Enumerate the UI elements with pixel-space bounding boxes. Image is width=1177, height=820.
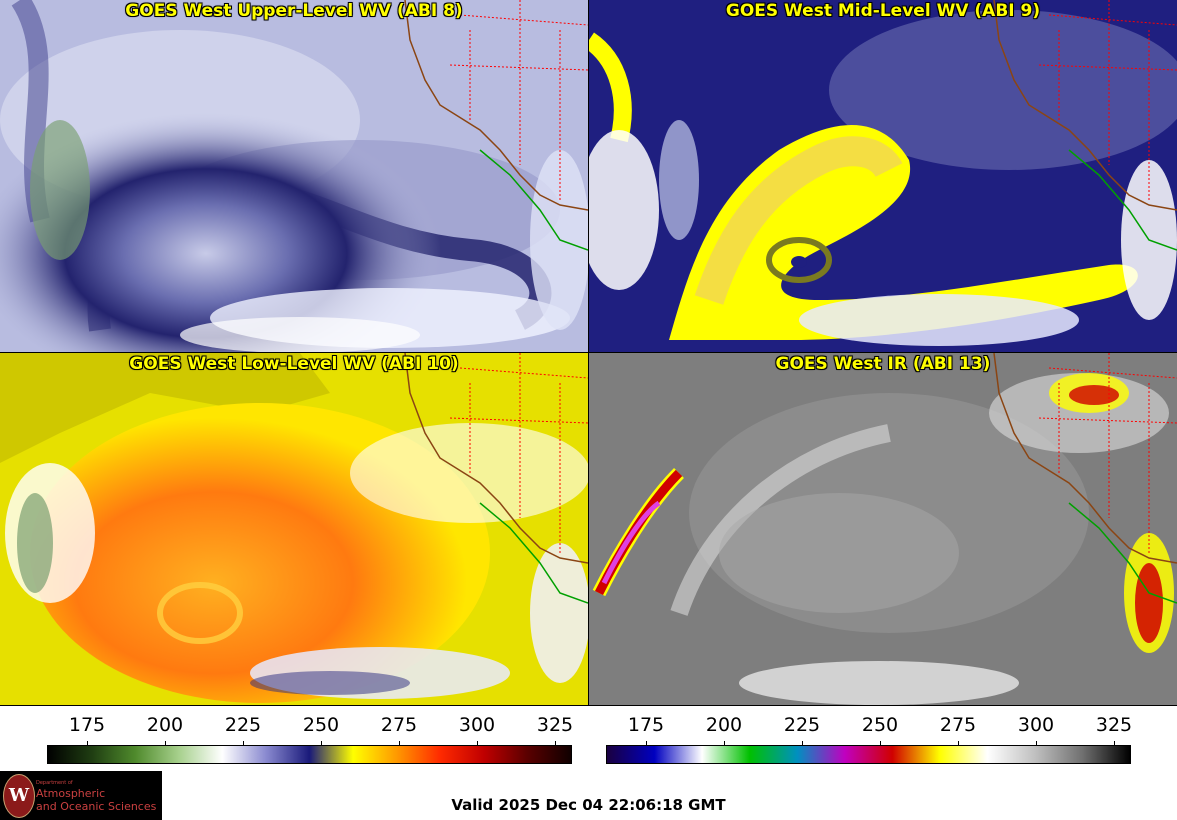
wv-colorbar: 175 200 225 250 275 300 325 xyxy=(0,706,588,768)
tick xyxy=(165,741,166,747)
tick xyxy=(243,741,244,747)
ir-image xyxy=(589,353,1177,705)
aos-logo[interactable]: W Department of Atmospheric and Oceanic … xyxy=(0,771,162,820)
low-level-wv-panel: GOES West Low-Level WV (ABI 10) xyxy=(0,353,588,705)
ir-color-bar xyxy=(606,745,1131,764)
tick-label: 325 xyxy=(1095,714,1133,736)
low-level-wv-image xyxy=(0,353,588,705)
tick xyxy=(802,741,803,747)
tick-label: 300 xyxy=(1017,714,1055,736)
tick-label: 200 xyxy=(705,714,743,736)
tick-label: 175 xyxy=(627,714,665,736)
valid-time: Valid 2025 Dec 04 22:06:18 GMT xyxy=(451,796,726,814)
tick-label: 200 xyxy=(146,714,184,736)
tick-label: 325 xyxy=(536,714,574,736)
tick-label: 250 xyxy=(861,714,899,736)
logo-dept: Department of xyxy=(36,780,73,786)
tick xyxy=(321,741,322,747)
uw-seal-icon: W xyxy=(3,774,35,818)
ir-panel: GOES West IR (ABI 13) xyxy=(589,353,1177,705)
tick xyxy=(477,741,478,747)
tick xyxy=(958,741,959,747)
tick-label: 275 xyxy=(939,714,977,736)
tick xyxy=(880,741,881,747)
tick-label: 275 xyxy=(380,714,418,736)
panel-title: GOES West Upper-Level WV (ABI 8) xyxy=(125,1,463,21)
tick xyxy=(646,741,647,747)
upper-level-wv-panel: GOES West Upper-Level WV (ABI 8) xyxy=(0,0,588,352)
tick-label: 300 xyxy=(458,714,496,736)
tick xyxy=(555,741,556,747)
tick xyxy=(1036,741,1037,747)
panel-divider-vertical xyxy=(588,0,589,706)
panel-title: GOES West Low-Level WV (ABI 10) xyxy=(129,354,459,374)
image-bottom-rule xyxy=(0,705,1177,706)
mid-level-wv-image xyxy=(589,0,1177,352)
panel-title: GOES West IR (ABI 13) xyxy=(775,354,991,374)
tick-label: 250 xyxy=(302,714,340,736)
tick-label: 225 xyxy=(783,714,821,736)
tick-label: 225 xyxy=(224,714,262,736)
tick-label: 175 xyxy=(68,714,106,736)
tick xyxy=(399,741,400,747)
upper-level-wv-image xyxy=(0,0,588,352)
seal-letter: W xyxy=(8,785,30,806)
logo-line-1: Atmospheric xyxy=(36,787,106,800)
ir-colorbar: 175 200 225 250 275 300 325 xyxy=(589,706,1177,768)
panel-title: GOES West Mid-Level WV (ABI 9) xyxy=(725,1,1041,21)
wv-color-bar xyxy=(47,745,572,764)
mid-level-wv-panel: GOES West Mid-Level WV (ABI 9) xyxy=(589,0,1177,352)
panel-divider-horizontal xyxy=(0,352,1177,353)
tick xyxy=(87,741,88,747)
tick xyxy=(724,741,725,747)
logo-line-2: and Oceanic Sciences xyxy=(36,800,157,813)
tick xyxy=(1114,741,1115,747)
